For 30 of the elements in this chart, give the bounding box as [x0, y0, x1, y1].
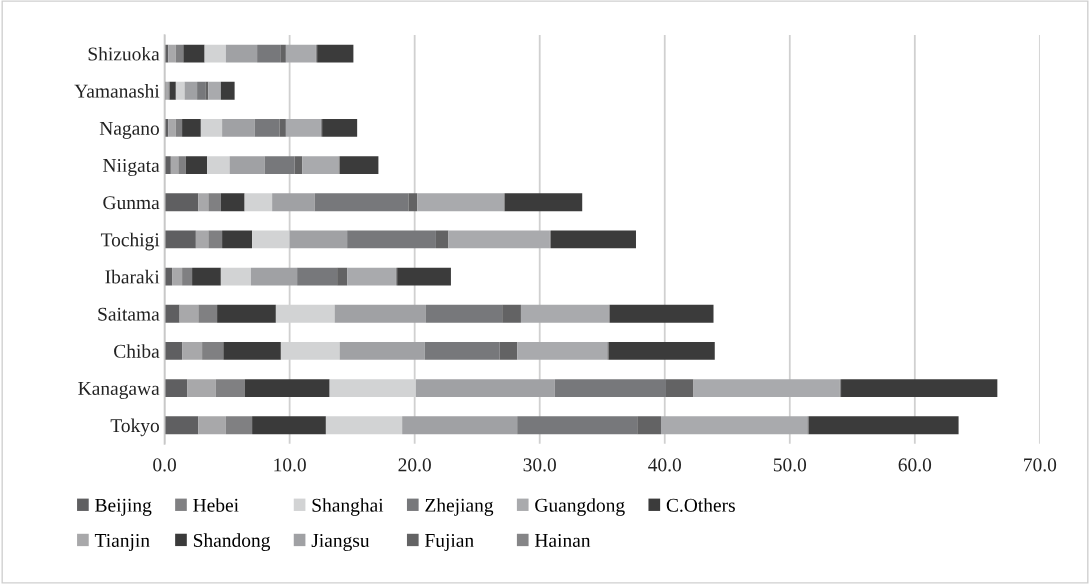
x-tick-label: 20.0 [398, 458, 431, 472]
legend-label: Tianjin [94, 533, 150, 551]
legend-label: Jiangsu [311, 533, 370, 552]
legend-label: Beijing [95, 498, 152, 516]
y-tick-label: Tochigi [100, 232, 160, 251]
x-tick-label: 10.0 [274, 458, 306, 472]
x-tick-label: 40.0 [648, 458, 682, 472]
legend-label: Shandong [193, 533, 271, 551]
y-tick-label: Niigata [103, 158, 160, 177]
y-tick-label: Chiba [114, 344, 160, 358]
y-tick-label: Shizuoka [88, 46, 160, 61]
y-tick-label: Gunma [103, 196, 160, 210]
legend-label: Fujian [425, 533, 474, 551]
y-tick-label: Kanagawa [78, 382, 160, 400]
y-tick-label: Yamanashi [74, 84, 160, 98]
y-tick-label: Nagano [99, 121, 159, 139]
x-tick-label: 0.0 [153, 458, 176, 472]
legend-label: Hebei [193, 498, 239, 512]
y-tick-label: Ibaraki [105, 269, 160, 284]
legend-label: Guangdong [535, 498, 625, 516]
y-tick-label: Saitama [98, 307, 160, 321]
x-tick-label: 70.0 [1024, 458, 1057, 472]
x-tick-label: 50.0 [773, 458, 807, 472]
x-tick-label: 30.0 [523, 458, 556, 472]
legend-label: Shanghai [312, 498, 384, 516]
y-tick-label: Tokyo [110, 418, 159, 437]
legend-label: C.Others [666, 498, 735, 512]
legend-label: Hainan [534, 533, 591, 547]
x-tick-label: 60.0 [898, 458, 932, 472]
legend-label: Zhejiang [425, 498, 494, 516]
